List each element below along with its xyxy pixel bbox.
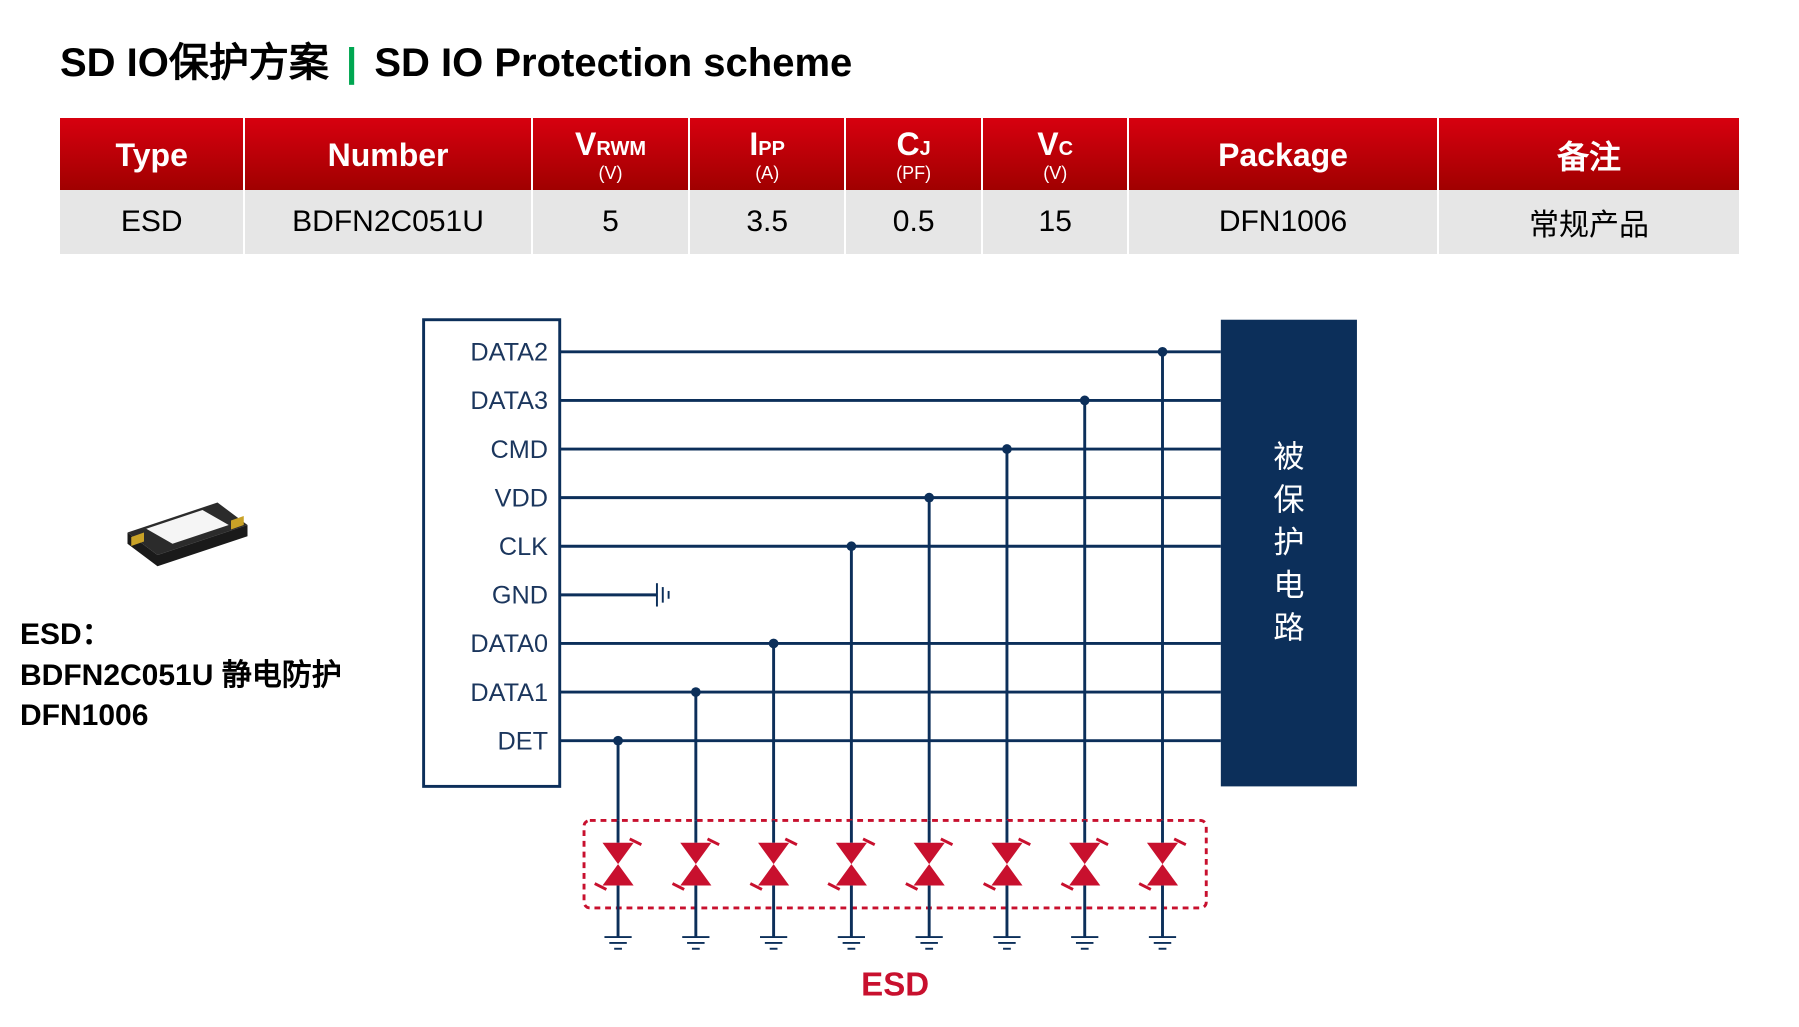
table-header-cell: Package [1128,118,1438,190]
chip-icon [100,480,260,570]
table-cell: 15 [982,190,1128,254]
title-left: SD IO保护方案 [60,41,329,85]
caption-line3: DFN1006 [20,696,400,737]
svg-text:CLK: CLK [499,533,548,561]
table-cell: ESD [60,190,244,254]
svg-text:CMD: CMD [491,436,549,464]
table-cell: DFN1006 [1128,190,1438,254]
component-caption: ESD： BDFN2C051U 静电防护 DFN1006 [20,480,400,737]
table-cell: BDFN2C051U [244,190,531,254]
title-divider: | [346,41,357,85]
svg-text:被: 被 [1273,440,1304,475]
table-header-cell: VRWM(V) [532,118,690,190]
table-header-cell: 备注 [1438,118,1739,190]
table-body: ESDBDFN2C051U53.50.515DFN1006常规产品 [60,190,1739,254]
protection-diagram: DATA2 DATA3 CMD VDD CLK GND DATA0 DATA1 DET 被保护电路… [400,310,1400,1010]
page-title: SD IO保护方案 | SD IO Protection scheme [60,30,1739,88]
svg-text:保: 保 [1273,482,1304,517]
svg-text:电: 电 [1273,568,1304,603]
table-header-cell: Type [60,118,244,190]
table-cell: 3.5 [689,190,845,254]
table-header-cell: Number [244,118,531,190]
table-cell: 常规产品 [1438,190,1739,254]
svg-text:DATA1: DATA1 [470,679,548,707]
svg-text:DET: DET [498,727,549,755]
svg-text:DATA0: DATA0 [470,630,548,658]
table-row: ESDBDFN2C051U53.50.515DFN1006常规产品 [60,190,1739,254]
svg-text:路: 路 [1273,611,1304,646]
table-cell: 5 [532,190,690,254]
table-header-cell: CJ(PF) [845,118,982,190]
table-header-row: TypeNumberVRWM(V)IPP(A)CJ(PF)VC(V)Packag… [60,118,1739,190]
svg-text:ESD: ESD [861,966,929,1003]
title-right: SD IO Protection scheme [374,41,852,85]
svg-text:GND: GND [492,582,548,610]
table-header-cell: VC(V) [982,118,1128,190]
table-header-cell: IPP(A) [689,118,845,190]
svg-text:护: 护 [1273,525,1304,560]
svg-text:DATA3: DATA3 [470,387,548,415]
caption-line2: BDFN2C051U 静电防护 [20,656,400,697]
caption-line1: ESD： [20,615,400,656]
table-cell: 0.5 [845,190,982,254]
spec-table: TypeNumberVRWM(V)IPP(A)CJ(PF)VC(V)Packag… [60,118,1739,254]
svg-text:DATA2: DATA2 [470,339,548,367]
svg-text:VDD: VDD [495,484,548,512]
